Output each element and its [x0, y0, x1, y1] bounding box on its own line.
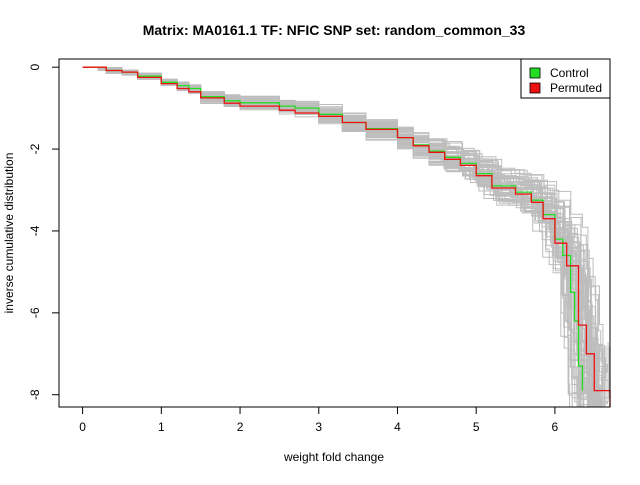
y-tick-label: 0	[28, 64, 42, 71]
x-tick-label: 5	[473, 420, 480, 434]
series-lines	[82, 66, 611, 407]
legend-swatch-permuted	[529, 82, 541, 94]
legend-label-permuted: Permuted	[550, 81, 602, 95]
x-tick-label: 2	[237, 420, 244, 434]
chart-title: Matrix: MA0161.1 TF: NFIC SNP set: rando…	[143, 22, 526, 38]
y-tick-label: -6	[28, 307, 42, 318]
y-tick-label: -2	[28, 143, 42, 154]
x-tick-label: 3	[315, 420, 322, 434]
permutation-background-lines	[82, 66, 610, 408]
y-tick-label: -8	[28, 389, 42, 400]
x-axis: 0 1 2 3 4 5 6	[79, 406, 559, 434]
x-tick-label: 0	[79, 420, 86, 434]
legend-swatch-control	[529, 67, 541, 79]
x-tick-label: 6	[552, 420, 559, 434]
y-axis-label: inverse cumulative distribution	[2, 153, 16, 314]
x-axis-label: weight fold change	[283, 450, 384, 464]
series-line-permuted	[82, 66, 611, 407]
x-tick-label: 4	[394, 420, 401, 434]
permutation-line	[82, 66, 601, 408]
x-tick-label: 1	[158, 420, 165, 434]
permutation-line	[82, 66, 609, 397]
y-axis: 0 -2 -4 -6 -8	[28, 64, 60, 400]
legend-label-control: Control	[550, 66, 589, 80]
y-tick-label: -4	[28, 225, 42, 236]
